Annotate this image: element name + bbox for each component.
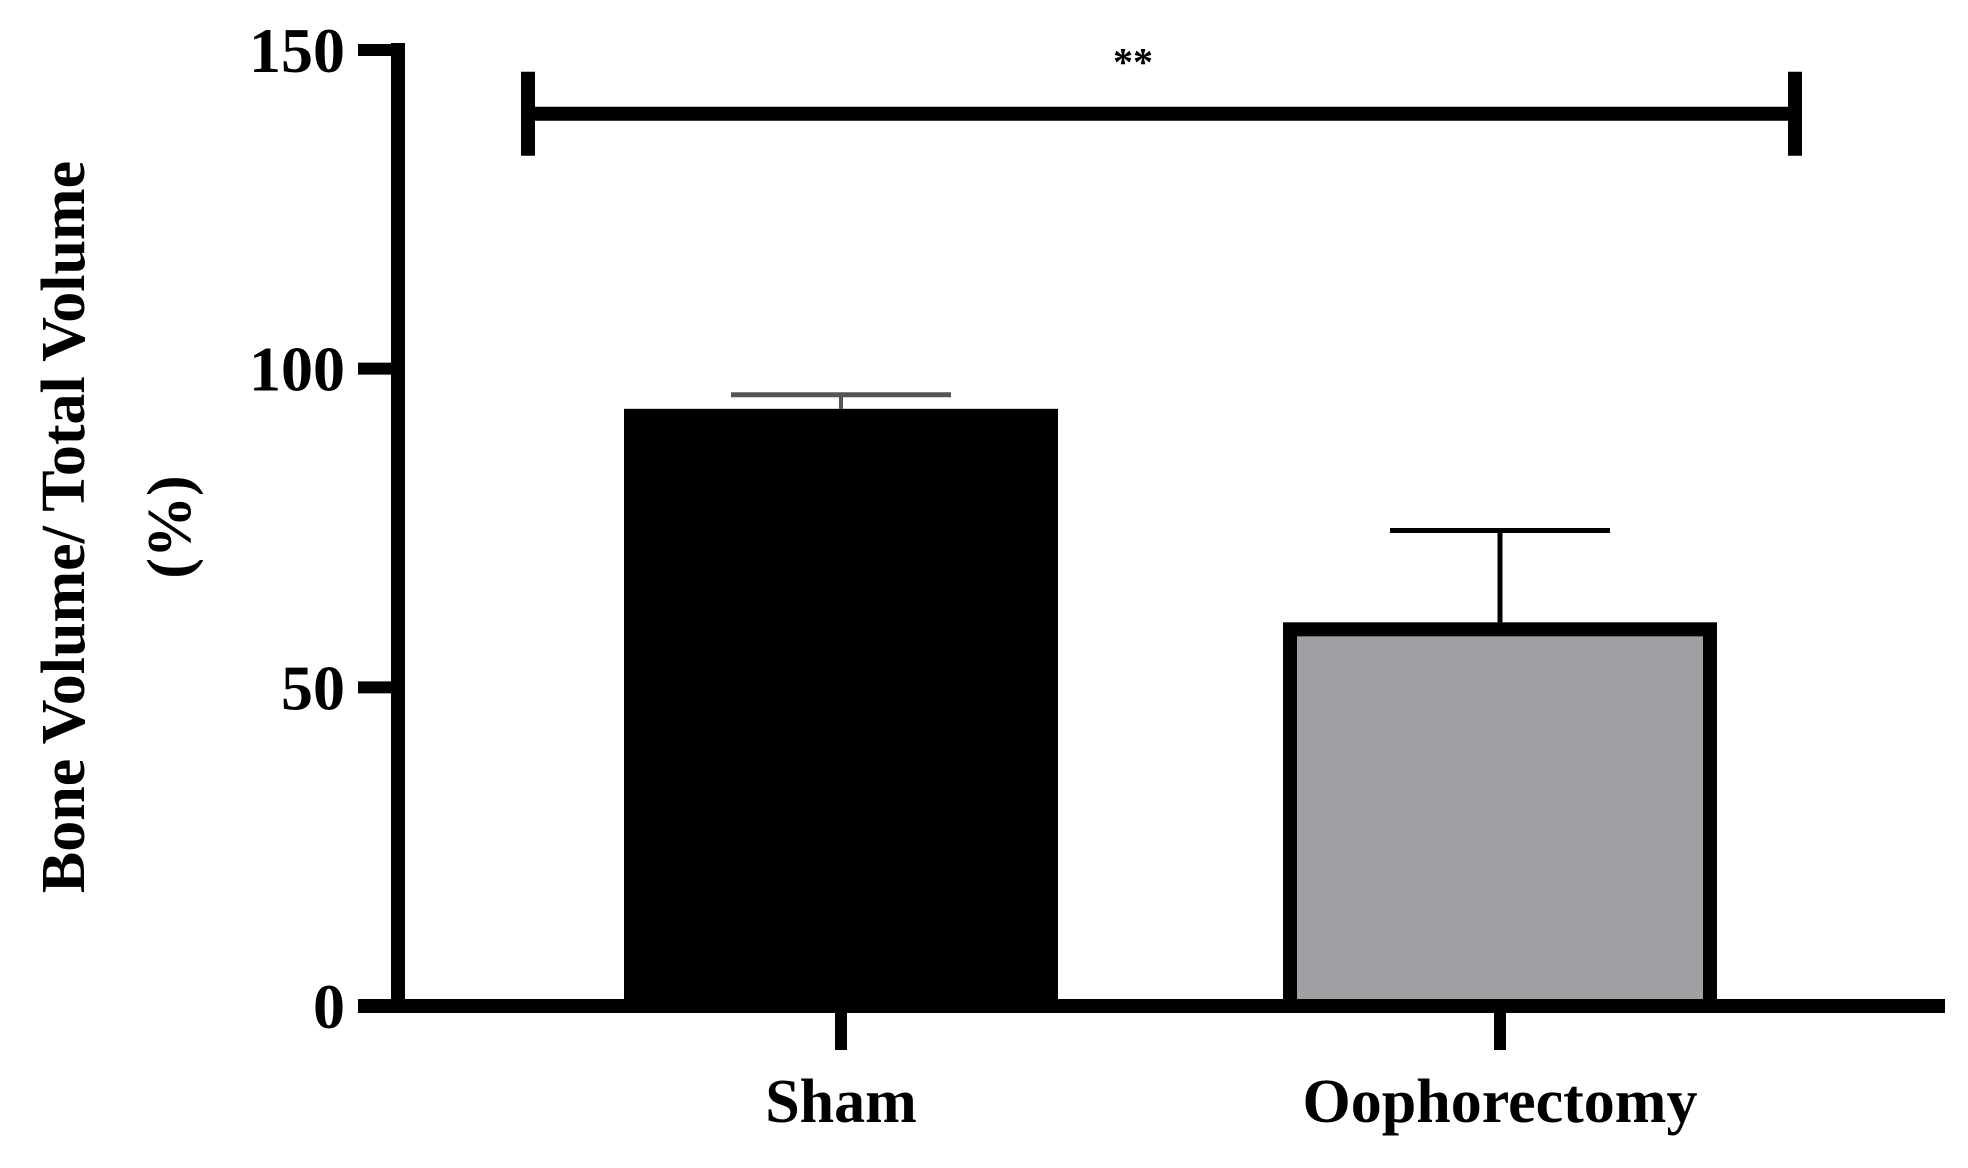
y-tick-label: 50 — [281, 652, 345, 723]
x-tick-label: Oophorectomy — [1303, 1068, 1698, 1136]
y-tick-label: 150 — [249, 15, 345, 86]
y-axis-title-unit: (%) — [136, 475, 204, 578]
x-tick-label: Sham — [765, 1068, 917, 1136]
y-axis-title: Bone Volume/ Total Volume — [30, 161, 98, 893]
bar-sham — [624, 408, 1058, 1013]
y-tick-label: 0 — [313, 971, 345, 1042]
y-tick-label: 100 — [249, 334, 345, 405]
significance-label: ** — [1113, 40, 1153, 85]
bar-oophorectomy — [1283, 622, 1717, 1013]
